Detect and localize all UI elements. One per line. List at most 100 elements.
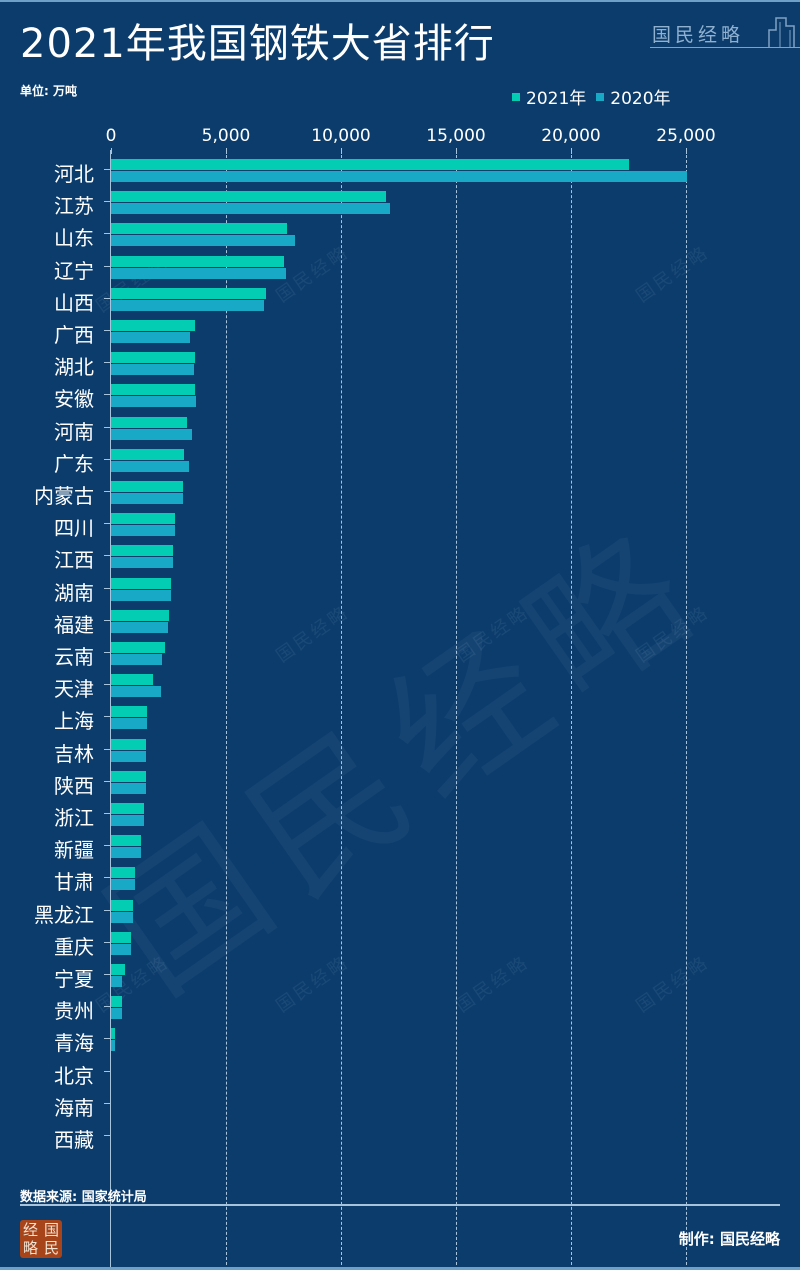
bar-2020[interactable] <box>111 686 161 698</box>
bar-2020[interactable] <box>111 203 390 215</box>
y-tick-mark <box>104 201 110 203</box>
bar-2021[interactable] <box>111 577 172 589</box>
y-tick-mark <box>104 748 110 750</box>
bar-row: 云南 <box>0 638 800 670</box>
y-tick-mark <box>104 587 110 589</box>
bar-row: 山东 <box>0 219 800 251</box>
y-tick-mark <box>104 458 110 460</box>
bar-row: 海南 <box>0 1089 800 1121</box>
bar-2021[interactable] <box>111 416 188 428</box>
bar-2020[interactable] <box>111 847 141 859</box>
bar-2020[interactable] <box>111 460 189 472</box>
bar-2020[interactable] <box>111 976 123 987</box>
bar-2020[interactable] <box>111 621 168 633</box>
legend-item-2020: 2020年 <box>596 84 671 109</box>
x-tick-mark <box>571 148 572 154</box>
bar-2020[interactable] <box>111 1008 122 1020</box>
y-tick-mark <box>104 619 110 621</box>
x-tick-label: 15,000 <box>426 126 486 146</box>
bar-2021[interactable] <box>111 287 267 299</box>
category-label: 海南 <box>54 1095 94 1120</box>
bar-2020[interactable] <box>111 589 172 601</box>
bar-2021[interactable] <box>111 835 141 847</box>
category-label: 新疆 <box>54 838 94 863</box>
bar-row: 宁夏 <box>0 960 800 992</box>
bar-2020[interactable] <box>111 428 192 440</box>
y-tick-mark <box>104 684 110 686</box>
bar-2021[interactable] <box>111 255 284 267</box>
category-label: 安徽 <box>54 387 94 412</box>
bar-2020[interactable] <box>111 1040 116 1052</box>
bar-2020[interactable] <box>111 171 688 182</box>
logo-char: 经 <box>22 1221 38 1239</box>
bar-2021[interactable] <box>111 1028 116 1040</box>
category-label: 福建 <box>54 612 94 637</box>
bar-2021[interactable] <box>111 609 169 621</box>
bar-2020[interactable] <box>111 364 195 376</box>
bar-2021[interactable] <box>111 931 132 943</box>
bar-2020[interactable] <box>111 654 163 665</box>
bar-2021[interactable] <box>111 481 183 492</box>
bar-2020[interactable] <box>111 815 145 826</box>
bar-2021[interactable] <box>111 191 386 203</box>
brand-text: 国民经略 <box>652 24 745 46</box>
y-tick-mark <box>104 974 110 975</box>
bar-2020[interactable] <box>111 235 295 247</box>
bar-2020[interactable] <box>111 396 197 408</box>
bar-row: 河北 <box>0 155 800 187</box>
bar-2021[interactable] <box>111 545 174 557</box>
bar-2020[interactable] <box>111 557 173 569</box>
bar-2021[interactable] <box>111 706 148 718</box>
category-label: 广西 <box>54 323 94 347</box>
bar-2020[interactable] <box>111 525 176 537</box>
gridline <box>341 150 342 1270</box>
bar-2020[interactable] <box>111 267 287 279</box>
category-label: 青海 <box>54 1031 94 1056</box>
bar-2021[interactable] <box>111 803 145 814</box>
bar-2021[interactable] <box>111 223 288 235</box>
category-label: 内蒙古 <box>34 484 94 508</box>
y-tick-mark <box>104 1102 110 1104</box>
bar-2020[interactable] <box>111 750 146 762</box>
bar-2020[interactable] <box>111 879 135 891</box>
legend-label: 2020年 <box>610 89 671 109</box>
bar-2021[interactable] <box>111 867 135 879</box>
bar-2021[interactable] <box>111 674 153 686</box>
bar-2020[interactable] <box>111 911 134 923</box>
bar-2020[interactable] <box>111 782 146 794</box>
category-label: 河北 <box>54 162 94 186</box>
category-label: 陕西 <box>54 773 94 798</box>
category-label: 江西 <box>54 548 94 573</box>
bar-2020[interactable] <box>111 332 191 343</box>
bar-row: 北京 <box>0 1057 800 1089</box>
bar-2021[interactable] <box>111 738 146 750</box>
category-label: 湖南 <box>54 580 94 605</box>
bar-2020[interactable] <box>111 299 264 311</box>
category-label: 浙江 <box>54 806 94 830</box>
bar-row: 贵州 <box>0 992 800 1024</box>
bar-2021[interactable] <box>111 964 125 975</box>
bar-2021[interactable] <box>111 513 176 525</box>
bar-2021[interactable] <box>111 320 196 331</box>
y-tick-mark <box>104 297 110 299</box>
bar-2021[interactable] <box>111 642 166 653</box>
bar-2021[interactable] <box>111 159 629 170</box>
category-label: 甘肃 <box>54 870 94 895</box>
bar-2020[interactable] <box>111 718 148 730</box>
bar-2021[interactable] <box>111 448 184 460</box>
gridline <box>571 150 572 1270</box>
bar-row: 福建 <box>0 606 800 638</box>
chart-title: 2021年我国钢铁大省排行 <box>20 21 495 67</box>
bar-2020[interactable] <box>111 943 132 955</box>
unit-label: 单位: 万吨 <box>20 84 77 98</box>
bar-2021[interactable] <box>111 352 195 364</box>
bar-chart: 国民经略 国民经略 国民经略 国民经略 国民经略 国民经略 国民经略 国民经略 … <box>0 120 800 1270</box>
bar-2021[interactable] <box>111 384 195 396</box>
top-border <box>0 0 800 2</box>
bar-2021[interactable] <box>111 996 122 1008</box>
bar-2020[interactable] <box>111 493 183 504</box>
y-tick-mark <box>104 491 110 492</box>
category-label: 天津 <box>54 677 94 702</box>
bar-2021[interactable] <box>111 899 134 911</box>
bar-2021[interactable] <box>111 770 146 782</box>
